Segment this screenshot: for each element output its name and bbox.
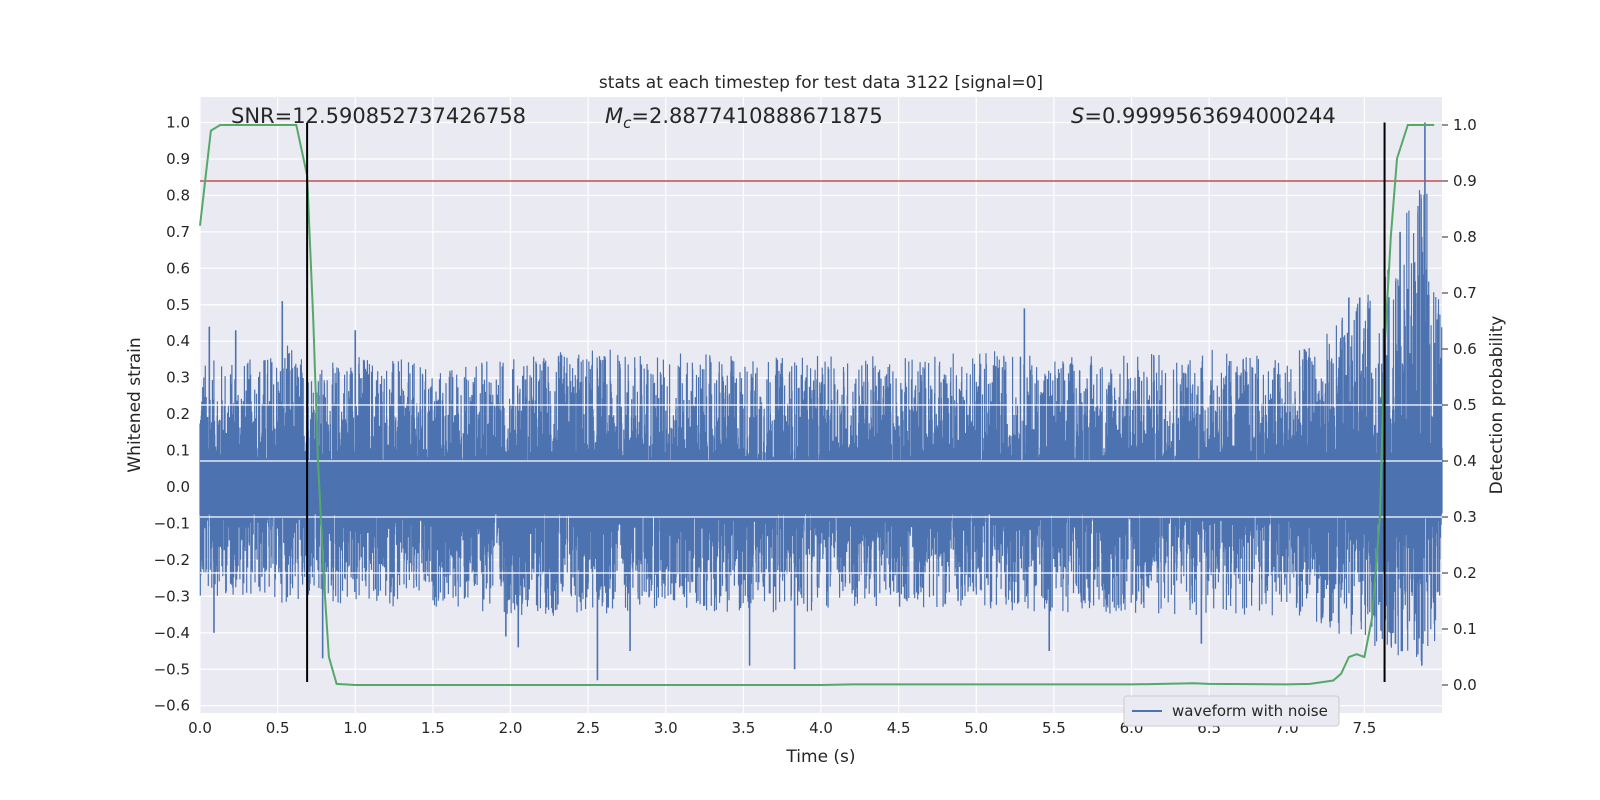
x-tick-label: 1.0 [343, 719, 367, 737]
x-tick-label: 5.0 [964, 719, 988, 737]
y-left-tick-label: −0.1 [154, 514, 190, 532]
y-right-tick-label: 0.6 [1453, 340, 1477, 358]
x-tick-label: 7.5 [1352, 719, 1376, 737]
snr-annotation: SNR=12.590852737426758 [231, 104, 526, 128]
y-right-tick-label: 0.2 [1453, 564, 1477, 582]
y-left-tick-label: 0.4 [166, 332, 190, 350]
x-tick-label: 3.5 [731, 719, 755, 737]
y-left-tick-label: 1.0 [166, 114, 190, 132]
y-left-tick-label: 0.3 [166, 369, 190, 387]
y-left-tick-label: 0.0 [166, 478, 190, 496]
y-left-tick-label: −0.3 [154, 587, 190, 605]
waveform-core-band [200, 459, 1442, 515]
probability-line [199, 124, 1435, 686]
tick-labels: 0.0 0.5 1.0 1.5 2.0 2.5 3.0 3.5 4.0 4.5 5.0 5.5 6.0 6… [154, 114, 1477, 737]
y-right-tick-label: 0.0 [1453, 676, 1477, 694]
chirp-mass-value: =2.8877410888671875 [631, 104, 882, 128]
x-tick-label: 2.5 [576, 719, 600, 737]
y-left-tick-label: 0.9 [166, 150, 190, 168]
chart-title: stats at each timestep for test data 312… [599, 73, 1043, 93]
y-right-tick-label: 1.0 [1453, 116, 1477, 134]
x-axis-label: Time (s) [785, 747, 855, 767]
y-left-tick-label: −0.4 [154, 624, 190, 642]
y-right-tick-label: 0.8 [1453, 228, 1477, 246]
score-symbol: S [1071, 104, 1084, 128]
y-left-tick-label: 0.5 [166, 296, 190, 314]
chirp-mass-subscript: c [623, 114, 632, 132]
y-right-tick-label: 0.4 [1453, 452, 1477, 470]
x-tick-label: 4.5 [887, 719, 911, 737]
y-left-tick-label: −0.5 [154, 660, 190, 678]
y-left-tick-label: 0.8 [166, 186, 190, 204]
y-right-tick-label: 0.9 [1453, 172, 1477, 190]
y-right-tick-label: 0.1 [1453, 620, 1477, 638]
y-left-tick-label: 0.2 [166, 405, 190, 423]
x-tick-label: 0.5 [266, 719, 290, 737]
legend-entry: waveform with noise [1172, 702, 1328, 720]
y-left-tick-label: 0.6 [166, 259, 190, 277]
chirp-mass-annotation: Mc=2.8877410888671875 [605, 104, 883, 132]
y-right-tick-label: 0.3 [1453, 508, 1477, 526]
x-tick-label: 0.0 [188, 719, 212, 737]
y-right-tick-label: 0.7 [1453, 284, 1477, 302]
waveform-series [199, 122, 1443, 681]
legend-box [1123, 695, 1340, 727]
x-tick-label: 1.5 [421, 719, 445, 737]
vertical-markers [306, 122, 1386, 683]
y-left-tick-label: 0.1 [166, 442, 190, 460]
y-axis-right-label: Detection probability [1487, 316, 1507, 495]
score-value: =0.9999563694000244 [1084, 104, 1335, 128]
y-left-tick-label: −0.2 [154, 551, 190, 569]
x-tick-label: 2.0 [499, 719, 523, 737]
y-axis-left-label: Whitened strain [125, 337, 145, 472]
x-tick-label: 5.5 [1042, 719, 1066, 737]
legend: waveform with noise [1123, 695, 1340, 727]
y-left-tick-label: −0.6 [154, 697, 190, 715]
y-right-tick-label: 0.5 [1453, 396, 1477, 414]
score-annotation: S=0.9999563694000244 [1071, 104, 1336, 128]
x-tick-label: 4.0 [809, 719, 833, 737]
x-tick-label: 3.0 [654, 719, 678, 737]
probability-series [199, 124, 1435, 686]
y-left-tick-label: 0.7 [166, 223, 190, 241]
chirp-mass-symbol: M [605, 104, 623, 128]
